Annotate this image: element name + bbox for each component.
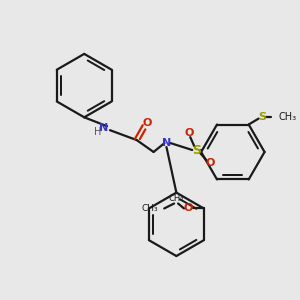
Text: CH₃: CH₃ [142,204,158,213]
Text: O: O [206,158,215,168]
Text: N: N [162,138,171,148]
Text: S: S [192,143,201,157]
Text: CH₂: CH₂ [168,194,184,203]
Text: S: S [259,112,267,122]
Text: O: O [183,203,193,214]
Text: H: H [94,127,102,137]
Text: O: O [143,118,152,128]
Text: CH₃: CH₃ [278,112,297,122]
Text: O: O [184,128,194,138]
Text: N: N [99,123,109,133]
